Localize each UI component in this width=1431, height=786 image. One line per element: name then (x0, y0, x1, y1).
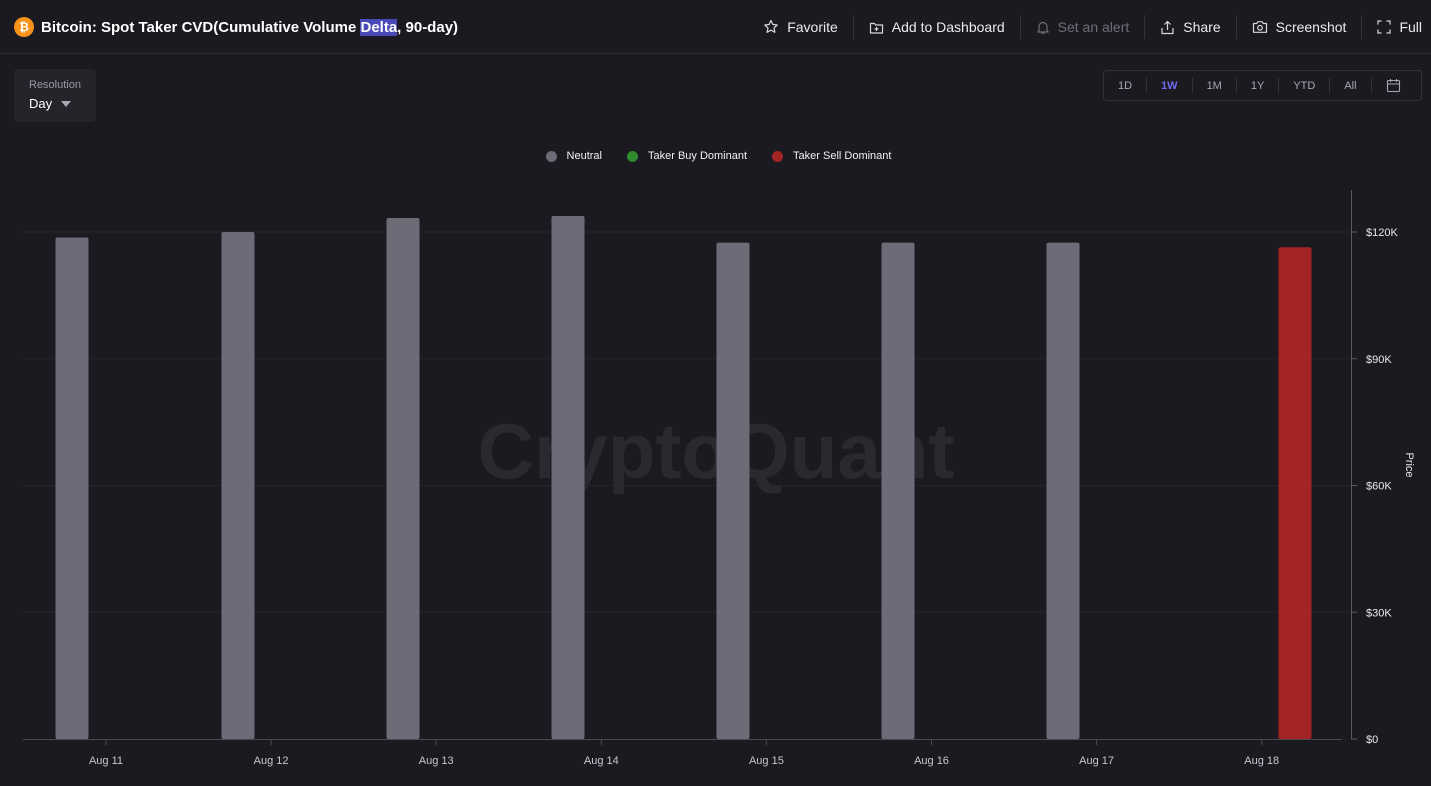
legend-item-taker-buy[interactable]: Taker Buy Dominant (626, 150, 748, 162)
x-tick-label: Aug 18 (1244, 755, 1279, 767)
chart-legend: Neutral Taker Buy Dominant Taker Sell Do… (0, 150, 1431, 162)
y-axis-label: Price (1403, 452, 1415, 477)
bitcoin-icon: ₿ (14, 17, 34, 37)
chart-title-part: Bitcoin: Spot Taker CVD(Cumulative Volum… (41, 18, 361, 36)
legend-item-taker-sell[interactable]: Taker Sell Dominant (772, 150, 891, 162)
time-range-selector: 1D 1W 1M 1Y YTD All (1103, 70, 1422, 101)
y-tick-label: $60K (1366, 481, 1392, 493)
range-1m-button[interactable]: 1M (1193, 78, 1237, 93)
set-alert-label: Set an alert (1057, 19, 1130, 35)
screenshot-label: Screenshot (1275, 19, 1347, 35)
y-tick-label: $30K (1366, 607, 1392, 619)
legend-label-taker-buy: Taker Buy Dominant (647, 150, 748, 162)
x-tick-label: Aug 12 (254, 755, 289, 767)
y-tick-label: $120K (1366, 227, 1398, 239)
legend-dot-taker-sell (772, 150, 784, 162)
bar-aug-11 (55, 237, 89, 739)
resolution-value-text: Day (29, 96, 53, 111)
range-1w-button[interactable]: 1W (1147, 78, 1193, 93)
camera-icon (1252, 21, 1267, 33)
chart-title: Bitcoin: Spot Taker CVD(Cumulative Volum… (41, 18, 459, 36)
add-to-dashboard-button[interactable]: Add to Dashboard (852, 15, 1020, 39)
bar-aug-12 (221, 232, 255, 739)
chart-title-highlight: Delta (360, 18, 398, 36)
share-button[interactable]: Share (1144, 15, 1235, 39)
chart-title-wrap: ₿ Bitcoin: Spot Taker CVD(Cumulative Vol… (14, 17, 458, 37)
fullscreen-icon (1377, 20, 1392, 34)
x-tick-label: Aug 16 (914, 755, 949, 767)
add-to-dashboard-label: Add to Dashboard (891, 19, 1005, 35)
y-tick-label: $0 (1366, 734, 1378, 746)
chart-title-part: , 90-day) (397, 18, 459, 36)
top-bar: ₿ Bitcoin: Spot Taker CVD(Cumulative Vol… (0, 0, 1431, 54)
legend-dot-taker-buy (626, 150, 638, 162)
header-actions: Favorite Add to Dashboard Set an alert S… (748, 0, 1431, 54)
share-label: Share (1183, 19, 1221, 35)
range-all-button[interactable]: All (1330, 78, 1372, 93)
favorite-button[interactable]: Favorite (748, 15, 853, 39)
bar-aug-18 (1278, 247, 1312, 739)
x-tick-label: Aug 13 (419, 755, 454, 767)
legend-dot-neutral (545, 150, 557, 162)
screenshot-button[interactable]: Screenshot (1235, 15, 1362, 39)
legend-label-neutral: Neutral (566, 150, 602, 162)
resolution-value: Day (29, 96, 72, 111)
x-tick-label: Aug 14 (584, 755, 619, 767)
caret-down-icon (61, 100, 72, 107)
fullscreen-button[interactable]: Full (1361, 15, 1431, 39)
legend-item-neutral[interactable]: Neutral (545, 150, 602, 162)
x-tick-label: Aug 11 (89, 755, 123, 767)
share-icon (1161, 20, 1174, 34)
calendar-icon (1386, 79, 1400, 93)
y-tick-label: $90K (1366, 354, 1392, 366)
bell-icon (1036, 21, 1049, 34)
range-1d-button[interactable]: 1D (1104, 78, 1148, 93)
range-ytd-button[interactable]: YTD (1279, 78, 1331, 93)
legend-label-taker-sell: Taker Sell Dominant (793, 150, 892, 162)
resolution-label: Resolution (29, 79, 81, 91)
resolution-select[interactable]: Resolution Day (14, 69, 96, 122)
x-tick-label: Aug 17 (1079, 755, 1114, 767)
dashboard-add-icon (869, 22, 883, 34)
star-icon (764, 19, 779, 33)
favorite-label: Favorite (787, 19, 838, 35)
bar-aug-15 (716, 242, 750, 739)
fullscreen-label: Full (1399, 19, 1422, 35)
bar-aug-17 (1046, 242, 1080, 739)
set-alert-button[interactable]: Set an alert (1019, 15, 1145, 39)
x-tick-label: Aug 15 (749, 755, 784, 767)
bar-aug-13 (386, 218, 420, 739)
bar-aug-16 (881, 242, 915, 739)
bar-aug-14 (551, 215, 585, 739)
calendar-button[interactable] (1372, 78, 1415, 93)
chart-legend-items: Neutral Taker Buy Dominant Taker Sell Do… (545, 150, 891, 162)
range-1y-button[interactable]: 1Y (1237, 78, 1280, 93)
